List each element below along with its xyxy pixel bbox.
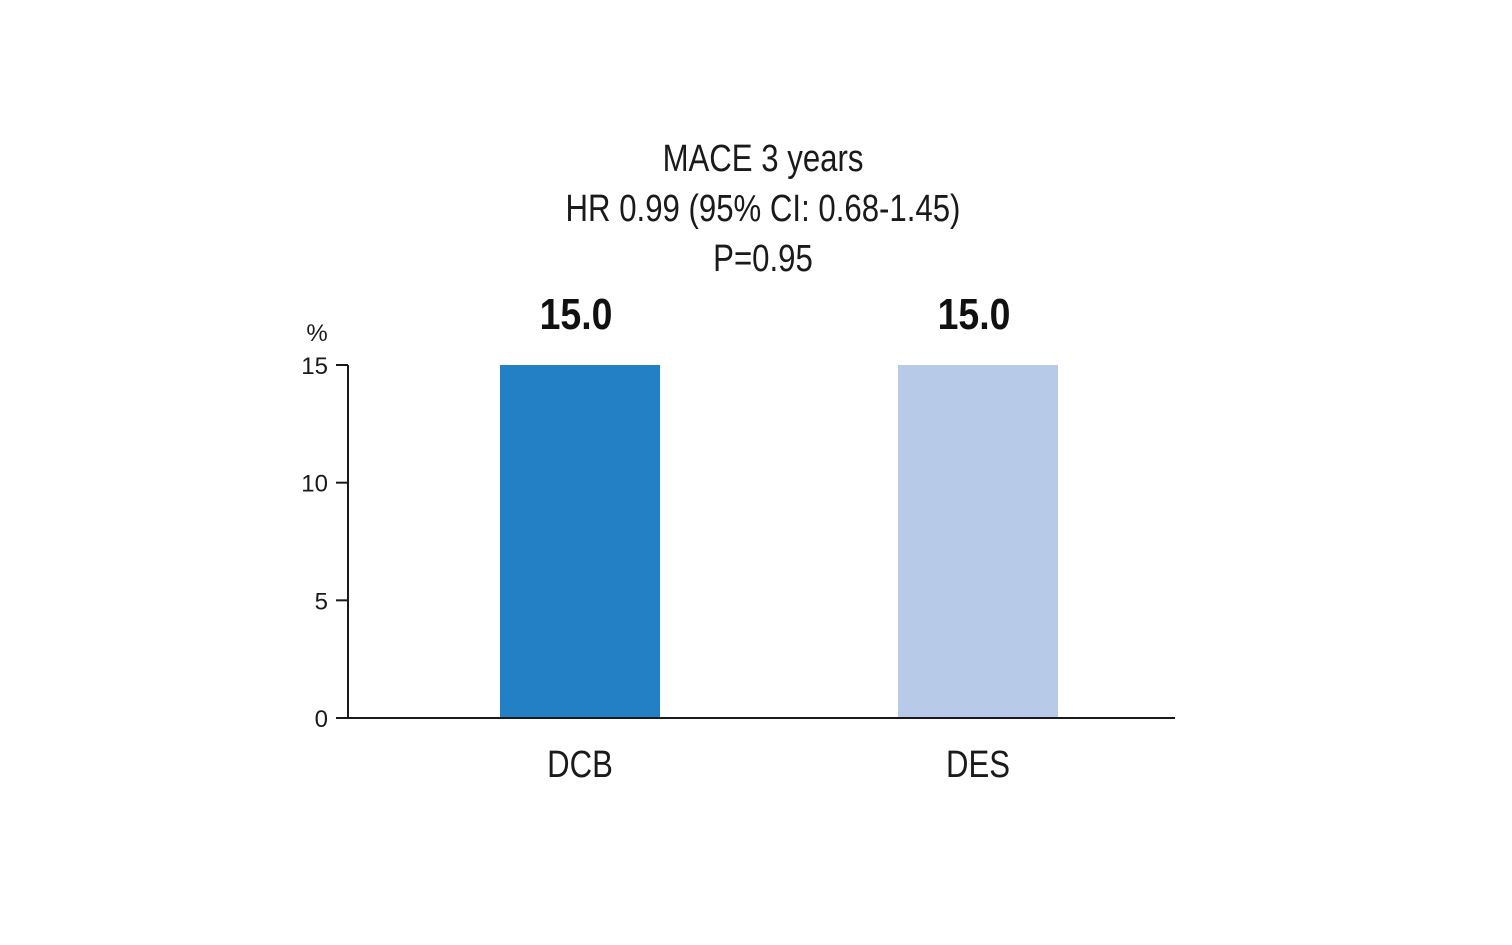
chart-title-line-2: HR 0.99 (95% CI: 0.68-1.45): [565, 188, 961, 230]
data-label-des: 15.0: [938, 289, 1011, 339]
chart-title-line-1: MACE 3 years: [662, 138, 864, 180]
category-label-dcb: DCB: [547, 744, 613, 786]
bar-des: [898, 365, 1058, 717]
data-label-dcb: 15.0: [540, 289, 613, 339]
bar-dcb: [500, 365, 660, 717]
y-tick-label: 10: [301, 471, 328, 498]
chart-bars: [500, 365, 1058, 717]
y-tick-label: 15: [301, 353, 328, 380]
y-tick-label: 5: [315, 588, 328, 615]
y-tick-label: 0: [315, 706, 328, 733]
chart-title-line-3: P=0.95: [713, 238, 813, 280]
chart-title: MACE 3 years HR 0.99 (95% CI: 0.68-1.45)…: [137, 134, 1388, 284]
y-axis-ticks: 0 5 10 15: [301, 353, 348, 733]
category-label-des: DES: [946, 744, 1010, 786]
chart-labels: 15.0 DCB 15.0 DES: [540, 289, 1011, 786]
chart-axes: [336, 365, 1175, 719]
y-axis-unit-label: %: [306, 320, 327, 347]
